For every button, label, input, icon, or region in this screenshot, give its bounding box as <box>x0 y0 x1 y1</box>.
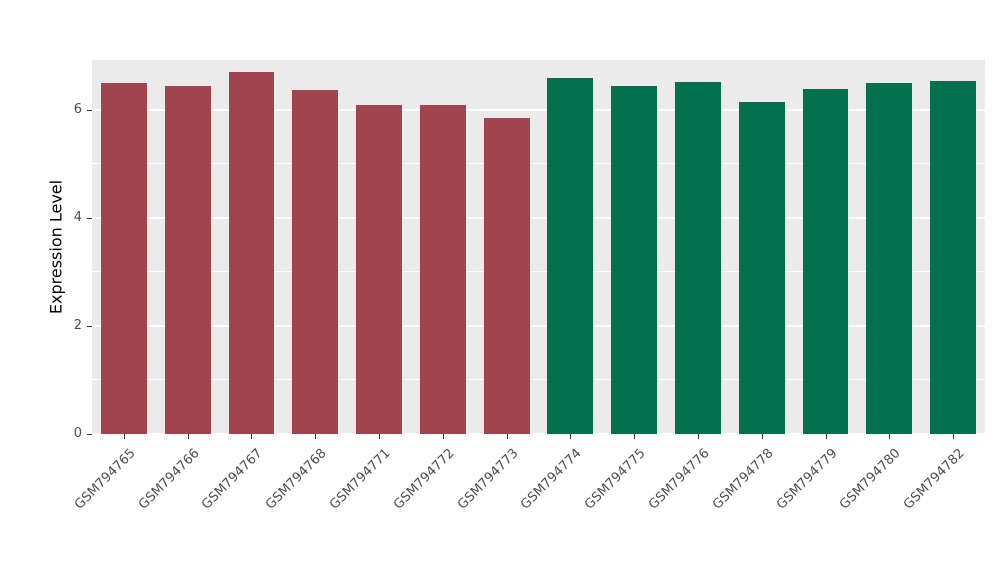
y-tick-label: 6 <box>73 102 82 118</box>
bar-GSM794776 <box>675 82 721 434</box>
x-tick-label: GSM794778 <box>709 446 777 513</box>
bar-GSM794779 <box>802 88 849 434</box>
x-tick-mark <box>506 434 508 439</box>
x-tick-label: GSM794774 <box>518 446 585 513</box>
bar-GSM794765 <box>100 83 147 434</box>
x-tick-label: GSM794771 <box>327 446 394 513</box>
y-tick-mark <box>87 218 92 220</box>
bar-GSM794766 <box>164 85 211 434</box>
bar-GSM794767 <box>228 72 275 434</box>
gridline-major <box>92 433 985 435</box>
x-tick-label: GSM794775 <box>582 446 649 513</box>
x-tick-label: GSM794772 <box>390 446 458 513</box>
bar-GSM794773 <box>483 118 530 434</box>
y-tick-label: 0 <box>73 426 82 441</box>
bar-GSM794775 <box>611 85 658 434</box>
gridline-major <box>92 217 985 220</box>
bar-GSM794768 <box>292 89 339 434</box>
x-tick-mark <box>761 434 763 439</box>
plot-panel <box>92 60 985 435</box>
bar-GSM794782 <box>930 80 977 434</box>
x-tick-mark <box>442 434 444 439</box>
x-tick-mark <box>825 434 827 439</box>
x-tick-mark <box>697 434 699 439</box>
gridline-minor <box>92 379 985 381</box>
x-tick-label: GSM794779 <box>773 446 841 513</box>
y-tick-mark <box>87 110 92 112</box>
x-tick-label: GSM794773 <box>454 446 522 513</box>
bar-GSM794774 <box>547 77 594 434</box>
y-tick-mark <box>87 326 92 328</box>
x-tick-label: GSM794765 <box>71 446 139 513</box>
gridline-major <box>92 109 985 112</box>
gridline-major <box>92 325 985 328</box>
x-tick-mark <box>953 434 955 439</box>
bar-GSM794778 <box>738 102 785 434</box>
bar-GSM794780 <box>866 83 913 434</box>
x-tick-label: GSM794767 <box>199 446 267 513</box>
y-tick-label: 4 <box>73 210 82 226</box>
x-tick-mark <box>315 434 317 439</box>
y-tick-mark <box>87 434 92 435</box>
x-tick-mark <box>187 434 189 439</box>
bar-GSM794772 <box>419 104 466 434</box>
x-tick-mark <box>889 434 891 439</box>
y-tick-label: 2 <box>73 318 82 334</box>
x-tick-label: GSM794768 <box>263 446 330 513</box>
bar-GSM794771 <box>356 104 402 434</box>
x-tick-label: GSM794776 <box>645 446 713 513</box>
x-tick-mark <box>634 434 636 439</box>
x-tick-mark <box>251 434 253 439</box>
gridline-minor <box>92 271 985 273</box>
x-tick-label: GSM794782 <box>901 446 968 513</box>
x-tick-mark <box>123 434 125 439</box>
x-tick-mark <box>570 434 572 439</box>
x-tick-label: GSM794766 <box>135 446 203 513</box>
y-axis-title: Expression Level <box>46 179 66 315</box>
gridline-minor <box>92 163 985 165</box>
x-tick-mark <box>379 434 381 439</box>
x-tick-label: GSM794780 <box>837 446 904 513</box>
